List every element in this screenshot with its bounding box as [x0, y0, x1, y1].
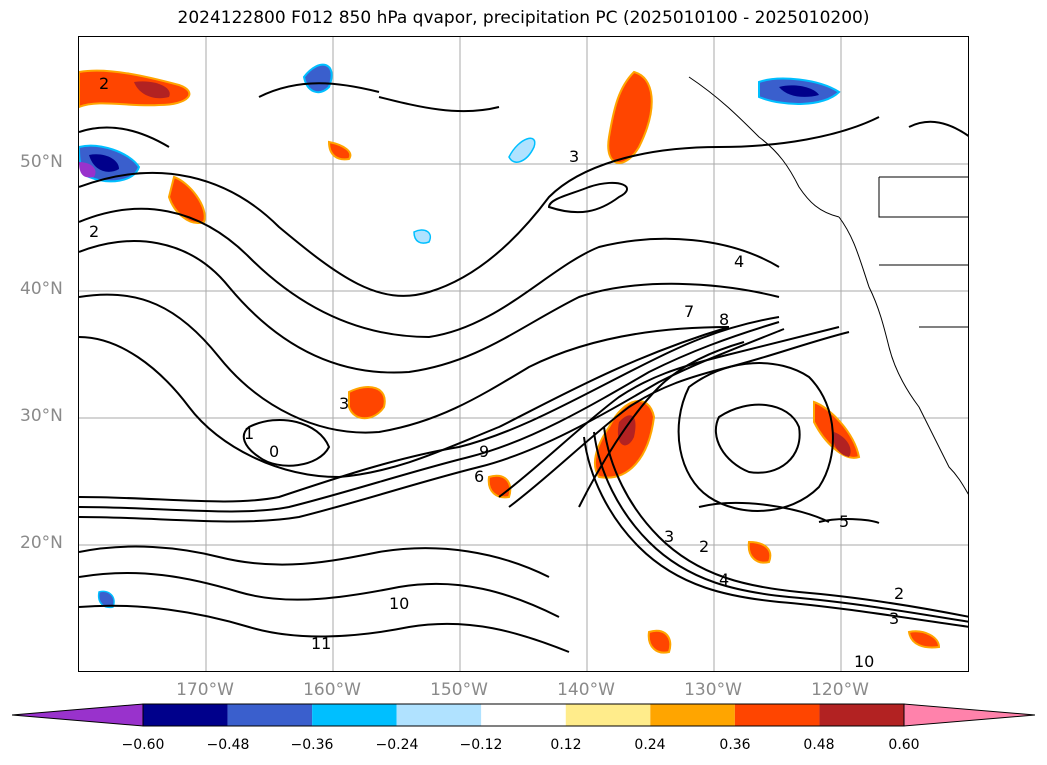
colorbar-cell [650, 704, 735, 726]
colorbar-cell [396, 704, 482, 726]
colorbar [12, 703, 1035, 727]
colorbar-cell [312, 704, 397, 726]
contour-label: 5 [839, 512, 849, 531]
contour-label: 10 [389, 594, 409, 613]
lon-label-130w: 130°W [684, 680, 742, 700]
precip-shading [79, 63, 941, 654]
lon-label-170w: 170°W [176, 680, 234, 700]
lon-label-120w: 120°W [811, 680, 869, 700]
map-canvas: 2 3 4 5 6 7 8 9 10 11 1 0 2 3 2 3 10 4 3… [79, 37, 968, 671]
colorbar-tick: 0.36 [719, 737, 751, 753]
contour-label: 4 [734, 252, 744, 271]
contour-label: 0 [269, 442, 279, 461]
contour-label: 8 [719, 310, 729, 329]
lon-label-150w: 150°W [430, 680, 488, 700]
contour-label: 3 [339, 394, 349, 413]
colorbar-tick: 0.24 [634, 737, 666, 753]
map-title: 2024122800 F012 850 hPa qvapor, precipit… [177, 8, 870, 28]
contour-label: 10 [854, 652, 874, 671]
lat-label-50n: 50°N [20, 152, 63, 172]
contour-label: 11 [311, 634, 331, 653]
colorbar-tick: −0.24 [375, 737, 419, 753]
qvapor-contours [79, 82, 968, 653]
contour-label: 7 [684, 302, 694, 321]
lat-label-30n: 30°N [20, 406, 63, 426]
lat-label-40n: 40°N [20, 279, 63, 299]
colorbar-cell [143, 704, 228, 726]
contour-label: 3 [889, 609, 899, 628]
colorbar-tick: −0.12 [459, 737, 503, 753]
contour-label: 6 [474, 467, 484, 486]
colorbar-tick: −0.60 [121, 737, 165, 753]
colorbar-border [142, 703, 905, 727]
colorbar-tick: 0.60 [888, 737, 920, 753]
contour-label: 3 [664, 527, 674, 546]
lon-label-140w: 140°W [557, 680, 615, 700]
contour-label-group: 2 3 4 5 6 7 8 9 10 11 1 0 2 3 2 3 10 4 3… [89, 74, 904, 671]
colorbar-tick: 0.48 [803, 737, 835, 753]
lat-label-20n: 20°N [20, 533, 63, 553]
contour-label: 4 [719, 570, 729, 589]
colorbar-extend-high [903, 703, 1035, 727]
colorbar-cell [734, 704, 820, 726]
colorbar-cells [12, 703, 1035, 727]
colorbar-cell [565, 704, 651, 726]
map-panel[interactable]: 2 3 4 5 6 7 8 9 10 11 1 0 2 3 2 3 10 4 3… [78, 36, 969, 672]
contour-label: 2 [89, 222, 99, 241]
contour-label: 1 [244, 424, 254, 443]
lon-label-160w: 160°W [303, 680, 361, 700]
colorbar-cell [227, 704, 313, 726]
contour-label: 2 [699, 537, 709, 556]
colorbar-tick: −0.48 [206, 737, 250, 753]
colorbar-tick: 0.12 [550, 737, 582, 753]
colorbar-extend-low [12, 703, 144, 727]
coastlines [688, 76, 968, 495]
colorbar-cell [819, 704, 904, 726]
colorbar-tick: −0.36 [290, 737, 334, 753]
contour-label: 9 [479, 442, 489, 461]
contour-label: 2 [894, 584, 904, 603]
contour-label: 2 [99, 74, 109, 93]
contour-label: 3 [569, 147, 579, 166]
colorbar-cell [481, 704, 566, 726]
